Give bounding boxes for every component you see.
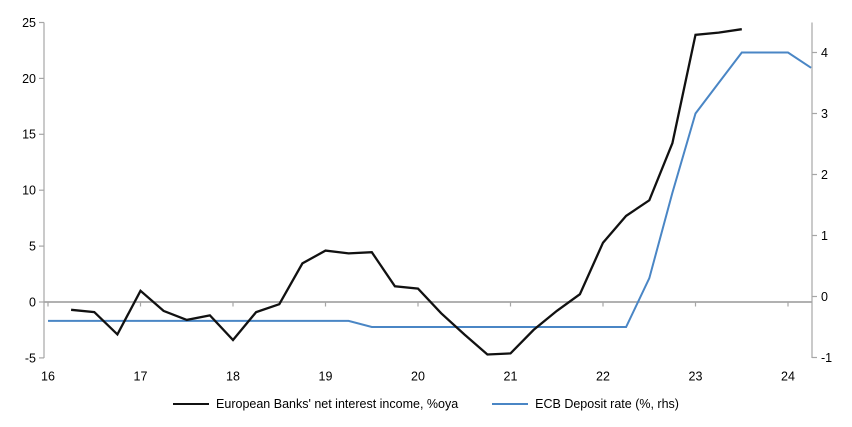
left-axis-tick-label: 20 — [22, 72, 36, 86]
x-axis-tick-label: 24 — [781, 370, 795, 384]
right-axis-tick-label: 3 — [821, 107, 828, 121]
left-axis-tick-label: 5 — [29, 240, 36, 254]
legend-label-nii: European Banks' net interest income, %oy… — [216, 397, 459, 411]
right-axis-tick-label: 4 — [821, 46, 828, 60]
left-axis-tick-label: 0 — [29, 295, 36, 309]
x-axis-tick-label: 20 — [411, 370, 425, 384]
left-axis-tick-label: -5 — [25, 351, 36, 365]
right-axis-tick-label: 1 — [821, 229, 828, 243]
x-axis-tick-label: 22 — [596, 370, 610, 384]
x-axis-tick-label: 21 — [504, 370, 518, 384]
legend-item-nii: European Banks' net interest income, %oy… — [173, 397, 458, 411]
legend-line-sample-black — [173, 403, 210, 405]
series-line-european-banks-nii — [70, 28, 742, 356]
left-axis-tick-label: 10 — [22, 184, 36, 198]
legend-label-ecb: ECB Deposit rate (%, rhs) — [535, 397, 679, 411]
series-line-ecb-deposit-rate — [48, 51, 812, 328]
left-axis-tick-label: 15 — [22, 128, 36, 142]
legend-item-ecb: ECB Deposit rate (%, rhs) — [492, 397, 679, 411]
x-axis-tick-label: 17 — [134, 370, 148, 384]
x-axis-tick-label: 18 — [226, 370, 240, 384]
right-axis-tick-label: 0 — [821, 290, 828, 304]
chart-legend: European Banks' net interest income, %oy… — [0, 393, 852, 415]
x-axis-tick-label: 23 — [689, 370, 703, 384]
legend-line-sample-blue — [492, 403, 529, 405]
left-axis-tick-label: 25 — [22, 16, 36, 30]
x-axis-tick-label: 16 — [41, 370, 55, 384]
right-axis-tick-label: 2 — [821, 168, 828, 182]
x-axis-tick-label: 19 — [319, 370, 333, 384]
right-axis-tick-label: -1 — [821, 351, 832, 365]
